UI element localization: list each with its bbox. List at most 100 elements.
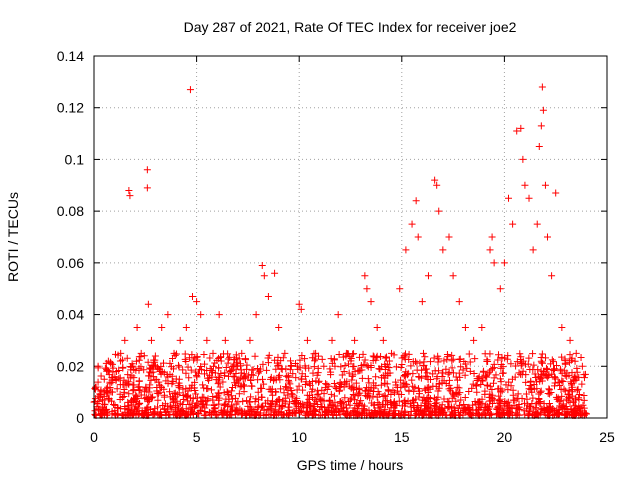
data-point: [415, 393, 423, 401]
data-point: [517, 356, 525, 364]
data-point: [358, 401, 366, 409]
data-point: [421, 402, 429, 410]
data-point: [381, 380, 389, 388]
data-point: [435, 380, 443, 388]
data-point: [249, 371, 257, 379]
data-point: [401, 380, 409, 388]
data-point: [412, 197, 420, 205]
data-point: [387, 390, 395, 398]
x-tick-label: 0: [90, 429, 98, 445]
data-point: [313, 391, 321, 399]
data-point: [498, 387, 506, 395]
data-point: [145, 368, 153, 376]
data-point: [322, 380, 330, 388]
x-tick-label: 25: [599, 429, 615, 445]
data-point: [275, 324, 283, 331]
data-point: [486, 246, 494, 254]
data-point: [264, 359, 272, 367]
data-point: [372, 373, 380, 381]
data-point: [121, 410, 129, 418]
data-point: [305, 395, 313, 403]
data-point: [306, 381, 314, 389]
data-point: [494, 356, 502, 364]
data-point: [308, 377, 316, 385]
data-point: [496, 395, 504, 403]
data-point: [559, 378, 567, 386]
data-point: [287, 362, 295, 370]
data-point: [310, 411, 318, 419]
data-point: [483, 356, 491, 364]
data-point: [473, 388, 481, 396]
data-point: [232, 410, 240, 418]
data-point: [208, 373, 216, 381]
data-point: [248, 371, 256, 379]
data-point: [203, 401, 211, 409]
data-point: [503, 355, 511, 363]
data-point: [170, 390, 178, 398]
data-point: [326, 396, 334, 404]
data-point: [546, 386, 554, 394]
data-point: [174, 404, 182, 412]
data-point: [102, 406, 110, 414]
data-point: [154, 396, 162, 404]
data-point: [272, 376, 280, 384]
data-point: [298, 400, 306, 408]
data-point: [534, 366, 542, 374]
data-point: [552, 189, 560, 197]
data-point: [411, 358, 419, 366]
data-point: [243, 361, 251, 369]
data-point: [152, 362, 160, 370]
data-point: [420, 361, 428, 369]
data-point: [362, 387, 370, 395]
data-point: [512, 396, 520, 404]
data-point: [524, 360, 532, 368]
data-point: [561, 357, 569, 365]
data-point: [461, 371, 469, 379]
data-point: [257, 365, 265, 373]
data-point: [335, 351, 343, 359]
data-point: [337, 398, 345, 406]
data-point: [232, 351, 240, 359]
data-point: [132, 405, 140, 413]
data-point: [352, 379, 360, 387]
data-point: [325, 406, 333, 414]
data-point: [271, 269, 279, 277]
data-point: [523, 395, 531, 403]
data-point: [116, 357, 124, 365]
data-point: [373, 393, 381, 401]
data-point: [203, 336, 211, 344]
data-point: [407, 362, 415, 370]
data-point: [160, 385, 168, 393]
data-point: [144, 396, 152, 404]
data-point: [460, 357, 468, 365]
data-point: [173, 397, 181, 405]
data-point: [548, 370, 556, 378]
data-point: [143, 184, 151, 192]
data-point: [466, 367, 474, 375]
data-point: [459, 366, 467, 374]
data-point: [228, 383, 236, 391]
data-point: [356, 366, 364, 374]
data-point: [271, 356, 279, 364]
data-point: [401, 355, 409, 363]
data-point: [569, 410, 577, 418]
data-point: [348, 372, 356, 380]
data-point: [354, 410, 362, 418]
data-point: [527, 386, 535, 394]
data-point: [408, 220, 416, 228]
data-point: [269, 391, 277, 399]
data-point: [537, 373, 545, 381]
data-point: [247, 393, 255, 401]
data-point: [123, 354, 131, 362]
data-point: [310, 363, 318, 371]
data-point: [470, 370, 478, 378]
data-point: [424, 272, 432, 280]
data-point: [482, 372, 490, 380]
data-point: [254, 376, 262, 384]
data-point: [144, 358, 152, 366]
data-point: [346, 353, 354, 361]
data-point: [545, 385, 553, 393]
data-point: [524, 401, 532, 409]
data-point: [413, 409, 421, 417]
data-point: [455, 356, 463, 364]
